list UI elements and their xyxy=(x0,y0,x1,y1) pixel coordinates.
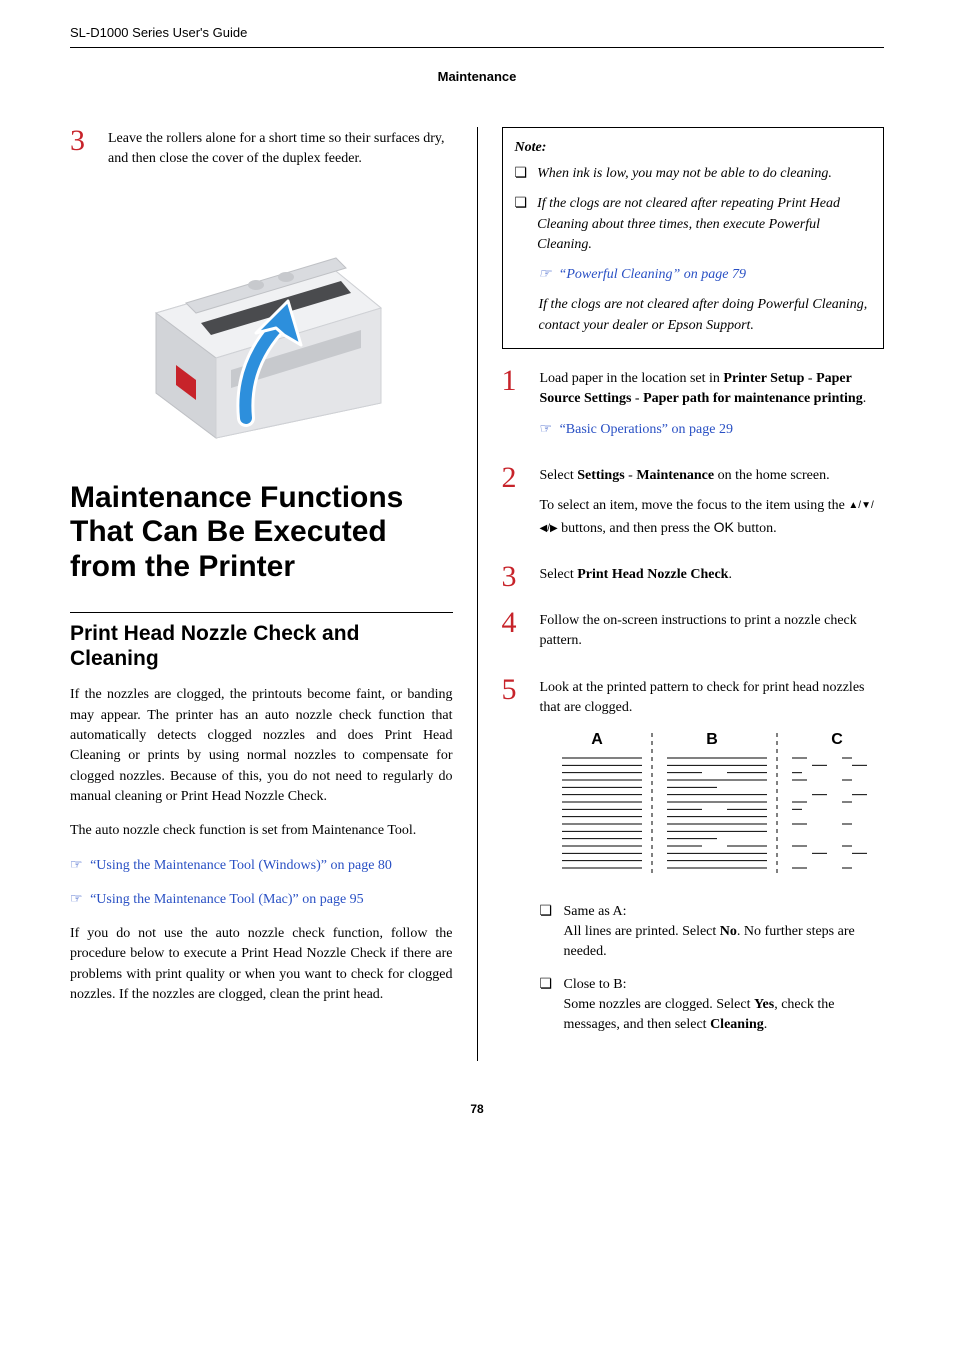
page-number: 78 xyxy=(70,1101,884,1118)
step-5: 5 Look at the printed pattern to check f… xyxy=(502,676,885,1048)
step-number: 3 xyxy=(70,127,92,180)
t: buttons, and then press the xyxy=(558,521,714,536)
section-label: Maintenance xyxy=(70,68,884,87)
note-text: When ink is low, you may not be able to … xyxy=(537,164,871,184)
label-a: A xyxy=(591,731,603,748)
pattern-svg: A B C xyxy=(552,728,872,878)
t: To select an item, move the focus to the… xyxy=(540,498,849,513)
t: - xyxy=(625,468,637,483)
t: All lines are printed. Select xyxy=(564,924,720,939)
ok-label: OK xyxy=(714,519,734,535)
step-number: 3 xyxy=(502,563,524,595)
printer-figure xyxy=(70,193,453,450)
step-2: 2 Select Settings - Maintenance on the h… xyxy=(502,464,885,549)
column-rule xyxy=(477,127,478,1062)
step-body: Follow the on-screen instructions to pri… xyxy=(540,609,885,662)
step-text: Look at the printed pattern to check for… xyxy=(540,678,885,719)
t: Load paper in the location set in xyxy=(540,371,724,386)
result-head: Close to B: xyxy=(564,977,627,992)
cross-reference-link[interactable]: ☞ “Powerful Cleaning” on page 79 xyxy=(539,265,872,285)
xref-text: “Using the Maintenance Tool (Mac)” on pa… xyxy=(90,892,364,907)
running-head: SL-D1000 Series User's Guide xyxy=(70,24,884,48)
bold: No xyxy=(720,924,737,939)
step-text: Select Print Head Nozzle Check. xyxy=(540,565,885,585)
step-number: 2 xyxy=(502,464,524,549)
two-column-layout: 3 Leave the rollers alone for a short ti… xyxy=(70,127,884,1062)
square-bullet-icon: ❏ xyxy=(515,194,528,255)
step-body: Load paper in the location set in Printe… xyxy=(540,367,885,450)
step-text: Load paper in the location set in Printe… xyxy=(540,369,885,410)
cross-reference-link[interactable]: ☞ “Basic Operations” on page 29 xyxy=(540,420,885,440)
t: - xyxy=(804,371,816,386)
label-c: C xyxy=(831,731,843,748)
t: Some nozzles are clogged. Select xyxy=(564,997,754,1012)
paragraph: If the nozzles are clogged, the printout… xyxy=(70,685,453,807)
note-item: ❏ When ink is low, you may not be able t… xyxy=(515,164,872,184)
square-bullet-icon: ❏ xyxy=(540,902,554,963)
hand-icon: ☞ xyxy=(70,890,83,910)
step-text: To select an item, move the focus to the… xyxy=(540,496,885,539)
right-column: Note: ❏ When ink is low, you may not be … xyxy=(502,127,885,1062)
step-body: Leave the rollers alone for a short time… xyxy=(108,127,453,180)
step-number: 4 xyxy=(502,609,524,662)
t: button. xyxy=(734,521,777,536)
step-3-left: 3 Leave the rollers alone for a short ti… xyxy=(70,127,453,180)
cross-reference-link[interactable]: ☞ “Using the Maintenance Tool (Mac)” on … xyxy=(70,890,453,910)
note-box: Note: ❏ When ink is low, you may not be … xyxy=(502,127,885,349)
cross-reference-link[interactable]: ☞ “Using the Maintenance Tool (Windows)”… xyxy=(70,856,453,876)
step-3: 3 Select Print Head Nozzle Check. xyxy=(502,563,885,595)
left-column: 3 Leave the rollers alone for a short ti… xyxy=(70,127,453,1062)
result-item-a: ❏ Same as A: All lines are printed. Sele… xyxy=(540,902,885,963)
heading-main: Maintenance Functions That Can Be Execut… xyxy=(70,481,453,585)
step-text: Follow the on-screen instructions to pri… xyxy=(540,611,885,652)
note-text: If the clogs are not cleared after repea… xyxy=(537,194,871,255)
step-number: 1 xyxy=(502,367,524,450)
t: Select xyxy=(540,567,578,582)
step-text: Select Settings - Maintenance on the hom… xyxy=(540,466,885,486)
result-head: Same as A: xyxy=(564,904,627,919)
step-text: Leave the rollers alone for a short time… xyxy=(108,129,453,170)
xref-text: “Using the Maintenance Tool (Windows)” o… xyxy=(90,858,392,873)
hand-icon: ☞ xyxy=(540,420,553,440)
t: on the home screen. xyxy=(714,468,829,483)
bold: Printer Setup xyxy=(723,371,804,386)
bold: Print Head Nozzle Check xyxy=(577,567,728,582)
result-item-b: ❏ Close to B: Some nozzles are clogged. … xyxy=(540,975,885,1036)
t: Select xyxy=(540,468,578,483)
heading-sub: Print Head Nozzle Check and Cleaning xyxy=(70,621,453,671)
hand-icon: ☞ xyxy=(70,856,83,876)
nozzle-pattern-figure: A B C xyxy=(540,728,885,885)
bold: Settings xyxy=(577,468,624,483)
t: - xyxy=(631,391,643,406)
result-body: Same as A: All lines are printed. Select… xyxy=(564,902,885,963)
step-body: Look at the printed pattern to check for… xyxy=(540,676,885,1048)
step-body: Select Print Head Nozzle Check. xyxy=(540,563,885,595)
step-body: Select Settings - Maintenance on the hom… xyxy=(540,464,885,549)
bold: Cleaning xyxy=(710,1017,764,1032)
paragraph: If you do not use the auto nozzle check … xyxy=(70,924,453,1005)
xref-text: “Basic Operations” on page 29 xyxy=(560,422,733,437)
result-body: Close to B: Some nozzles are clogged. Se… xyxy=(564,975,885,1036)
xref-text: “Powerful Cleaning” on page 79 xyxy=(559,267,746,282)
t: . xyxy=(728,567,732,582)
bold: Yes xyxy=(754,997,774,1012)
bold: Paper path for maintenance printing xyxy=(643,391,863,406)
note-item: ❏ If the clogs are not cleared after rep… xyxy=(515,194,872,255)
printer-svg xyxy=(126,193,396,443)
hand-icon: ☞ xyxy=(539,265,552,285)
note-heading: Note: xyxy=(515,138,872,158)
heading-rule xyxy=(70,612,453,613)
step-4: 4 Follow the on-screen instructions to p… xyxy=(502,609,885,662)
t: . xyxy=(863,391,867,406)
label-b: B xyxy=(706,731,718,748)
paragraph: The auto nozzle check function is set fr… xyxy=(70,821,453,841)
t: . xyxy=(764,1017,768,1032)
step-1: 1 Load paper in the location set in Prin… xyxy=(502,367,885,450)
square-bullet-icon: ❏ xyxy=(540,975,554,1036)
square-bullet-icon: ❏ xyxy=(515,164,528,184)
bold: Maintenance xyxy=(636,468,714,483)
step-number: 5 xyxy=(502,676,524,1048)
note-tail: If the clogs are not cleared after doing… xyxy=(539,295,872,336)
